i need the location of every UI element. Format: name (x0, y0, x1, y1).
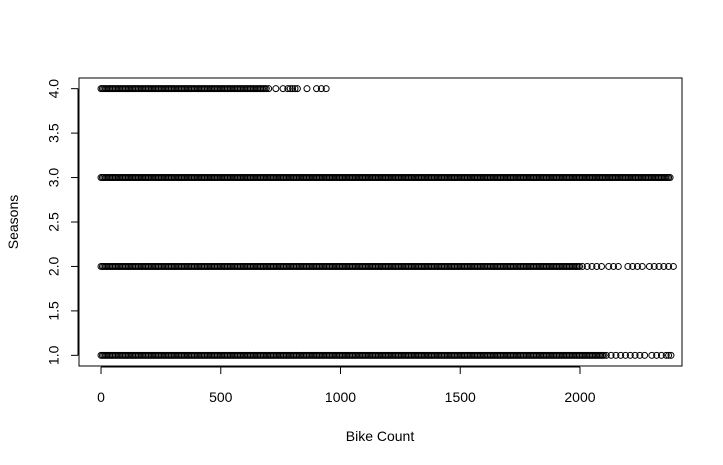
x-axis-label: Bike Count (346, 428, 415, 444)
data-point (588, 262, 596, 270)
data-point (648, 351, 656, 359)
data-point (605, 262, 613, 270)
data-point (262, 85, 270, 93)
data-point (667, 351, 675, 359)
data-point (657, 351, 665, 359)
data-point (626, 351, 634, 359)
data-point (665, 262, 673, 270)
y-tick-label: 3.0 (46, 168, 62, 188)
data-point (583, 262, 591, 270)
y-tick-label: 1.0 (46, 345, 62, 365)
data-point (313, 85, 321, 93)
data-point (641, 351, 649, 359)
plot-box (78, 77, 683, 367)
x-tick-label: 1500 (445, 389, 476, 405)
data-point (286, 85, 294, 93)
data-point (624, 262, 632, 270)
data-point (322, 85, 330, 93)
data-point (621, 351, 629, 359)
x-axis: 0 500 1000 1500 2000 (97, 366, 596, 405)
data-point (631, 351, 639, 359)
data-point (660, 262, 668, 270)
data-point (638, 262, 646, 270)
y-tick-label: 1.5 (46, 301, 62, 321)
data-point (669, 262, 677, 270)
data-point (614, 262, 622, 270)
data-point (607, 351, 615, 359)
data-point (576, 262, 584, 270)
data-point (600, 351, 608, 359)
data-point (653, 351, 661, 359)
data-point (593, 262, 601, 270)
data-point (317, 85, 325, 93)
data-point (602, 351, 610, 359)
data-points (97, 85, 677, 359)
y-axis-label: Seasons (5, 195, 21, 249)
data-point (284, 85, 292, 93)
data-point (655, 262, 663, 270)
data-point (291, 85, 299, 93)
y-tick-label: 2.0 (46, 257, 62, 277)
y-tick-label: 3.5 (46, 123, 62, 143)
x-tick-label: 500 (209, 389, 233, 405)
data-point (636, 351, 644, 359)
data-point (610, 262, 618, 270)
data-point (629, 262, 637, 270)
data-point (645, 262, 653, 270)
data-point (598, 262, 606, 270)
data-point (289, 85, 297, 93)
data-point (662, 351, 670, 359)
data-point (633, 262, 641, 270)
data-point (272, 85, 280, 93)
data-point (303, 85, 311, 93)
data-point (617, 351, 625, 359)
data-point (279, 85, 287, 93)
data-point (650, 262, 658, 270)
data-point (665, 351, 673, 359)
y-tick-label: 4.0 (46, 79, 62, 99)
data-point (293, 85, 301, 93)
y-tick-label: 2.5 (46, 212, 62, 232)
data-point (666, 174, 674, 182)
data-point (265, 85, 273, 93)
data-point (578, 262, 586, 270)
x-tick-label: 0 (97, 389, 105, 405)
y-axis: 1.0 1.5 2.0 2.5 3.0 3.5 4.0 (46, 79, 79, 365)
x-tick-label: 2000 (564, 389, 595, 405)
data-point (612, 351, 620, 359)
x-tick-label: 1000 (325, 389, 356, 405)
